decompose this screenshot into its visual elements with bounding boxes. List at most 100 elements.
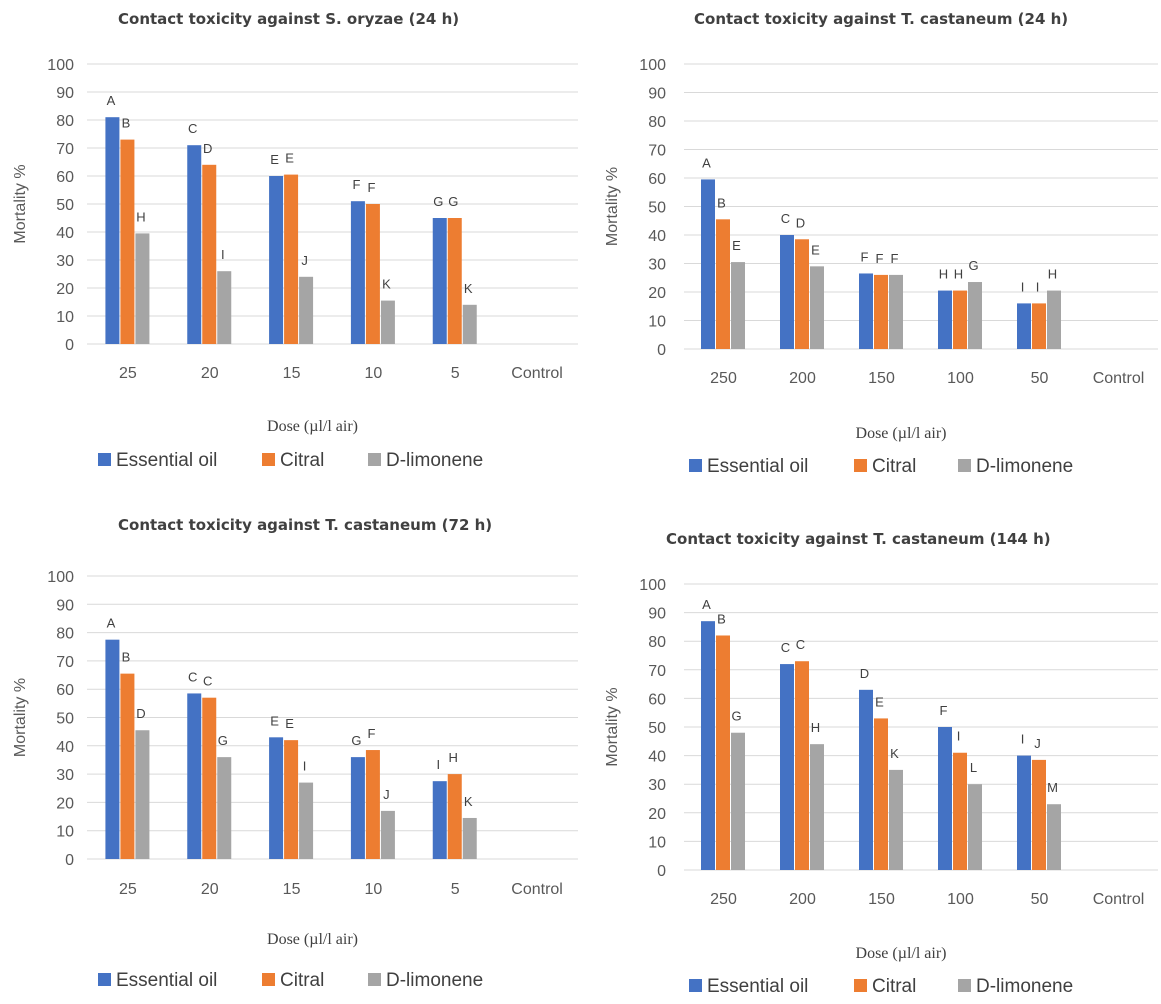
legend-swatch	[262, 973, 275, 986]
y-tick-label: 20	[648, 285, 666, 302]
significance-letter: F	[891, 251, 899, 266]
bar-essential-oil	[269, 737, 284, 859]
y-tick-label: 30	[56, 767, 74, 784]
legend-label: D-limonene	[976, 456, 1073, 477]
significance-letter: H	[954, 267, 963, 282]
chart-panel-3: Contact toxicity against T. castaneum (7…	[12, 516, 578, 991]
y-tick-label: 0	[657, 863, 666, 880]
bar-d-limonene	[889, 769, 903, 870]
significance-letter: B	[122, 650, 131, 665]
y-tick-label: 80	[648, 634, 666, 651]
y-tick-label: 80	[56, 626, 74, 643]
significance-letter: C	[188, 669, 197, 684]
x-tick-label: 150	[868, 370, 895, 387]
y-tick-label: 40	[648, 228, 666, 245]
y-tick-label: 90	[648, 86, 666, 103]
x-tick-label: 200	[789, 370, 816, 387]
significance-letter: E	[270, 152, 279, 167]
bar-d-limonene	[731, 262, 745, 349]
legend-label: Citral	[872, 976, 916, 997]
x-axis-label: Dose (µl/l air)	[267, 418, 358, 435]
x-tick-label: Control	[511, 365, 563, 382]
bar-essential-oil	[432, 781, 447, 859]
x-axis-label: Dose (µl/l air)	[267, 931, 358, 948]
x-tick-label: 20	[201, 881, 219, 898]
x-tick-label: Control	[1093, 370, 1145, 387]
significance-letter: I	[1036, 279, 1040, 294]
bar-d-limonene	[462, 304, 477, 344]
legend-label: Essential oil	[707, 976, 808, 997]
bar-citral	[120, 673, 135, 859]
significance-letter: H	[939, 267, 948, 282]
legend-label: Citral	[872, 456, 916, 477]
x-tick-label: 20	[201, 365, 219, 382]
significance-letter: I	[303, 759, 307, 774]
y-tick-label: 20	[56, 281, 74, 298]
x-tick-label: Control	[511, 881, 563, 898]
y-tick-label: 100	[47, 569, 74, 586]
bar-citral	[716, 219, 730, 349]
significance-letter: I	[221, 247, 225, 262]
significance-letter: H	[449, 750, 458, 765]
chart-panel-1: Contact toxicity against S. oryzae (24 h…	[12, 10, 578, 471]
significance-letter: C	[188, 121, 197, 136]
y-tick-label: 60	[56, 169, 74, 186]
bar-essential-oil	[938, 727, 952, 870]
significance-letter: E	[270, 713, 279, 728]
significance-letter: J	[383, 787, 390, 802]
bar-d-limonene	[299, 276, 314, 344]
chart-panel-4: Contact toxicity against T. castaneum (1…	[604, 530, 1158, 997]
bar-essential-oil	[269, 176, 284, 344]
y-tick-label: 0	[657, 342, 666, 359]
x-axis-label: Dose (µl/l air)	[856, 945, 947, 962]
bar-citral	[202, 697, 217, 859]
chart-title: Contact toxicity against T. castaneum (7…	[118, 516, 492, 534]
y-tick-label: 50	[648, 200, 666, 217]
significance-letter: I	[957, 729, 961, 744]
significance-letter: J	[301, 253, 308, 268]
significance-letter: F	[367, 726, 375, 741]
y-tick-label: 30	[648, 777, 666, 794]
y-tick-label: 0	[65, 852, 74, 869]
bar-essential-oil	[350, 201, 365, 344]
significance-letter: C	[781, 640, 790, 655]
bar-citral	[716, 635, 730, 870]
significance-letter: K	[890, 746, 899, 761]
bar-d-limonene	[299, 782, 314, 859]
significance-letter: F	[367, 180, 375, 195]
y-tick-label: 10	[648, 314, 666, 331]
significance-letter: I	[1021, 732, 1025, 747]
bar-citral	[120, 139, 135, 344]
legend-label: Citral	[280, 450, 324, 471]
x-tick-label: 100	[947, 891, 974, 908]
bar-essential-oil	[938, 290, 952, 349]
legend-swatch	[368, 453, 381, 466]
significance-letter: H	[811, 720, 820, 735]
y-axis-label: Mortality %	[604, 167, 621, 246]
bar-d-limonene	[135, 730, 150, 859]
bar-d-limonene	[731, 732, 745, 870]
legend-swatch	[958, 459, 971, 472]
bar-essential-oil	[105, 639, 120, 859]
x-tick-label: 150	[868, 891, 895, 908]
significance-letter: A	[107, 93, 116, 108]
y-tick-label: 10	[56, 824, 74, 841]
y-tick-label: 80	[56, 113, 74, 130]
y-tick-label: 20	[648, 806, 666, 823]
y-axis-label: Mortality %	[12, 164, 29, 243]
bar-citral	[1032, 303, 1046, 349]
bar-d-limonene	[889, 274, 903, 349]
significance-letter: B	[717, 611, 726, 626]
significance-letter: B	[122, 116, 131, 131]
y-tick-label: 0	[65, 337, 74, 354]
x-tick-label: 10	[365, 881, 383, 898]
significance-letter: G	[433, 194, 443, 209]
bar-citral	[953, 290, 967, 349]
bar-d-limonene	[1047, 804, 1061, 870]
legend-swatch	[98, 453, 111, 466]
legend-swatch	[262, 453, 275, 466]
significance-letter: G	[351, 733, 361, 748]
legend-swatch	[98, 973, 111, 986]
bar-essential-oil	[187, 693, 202, 859]
